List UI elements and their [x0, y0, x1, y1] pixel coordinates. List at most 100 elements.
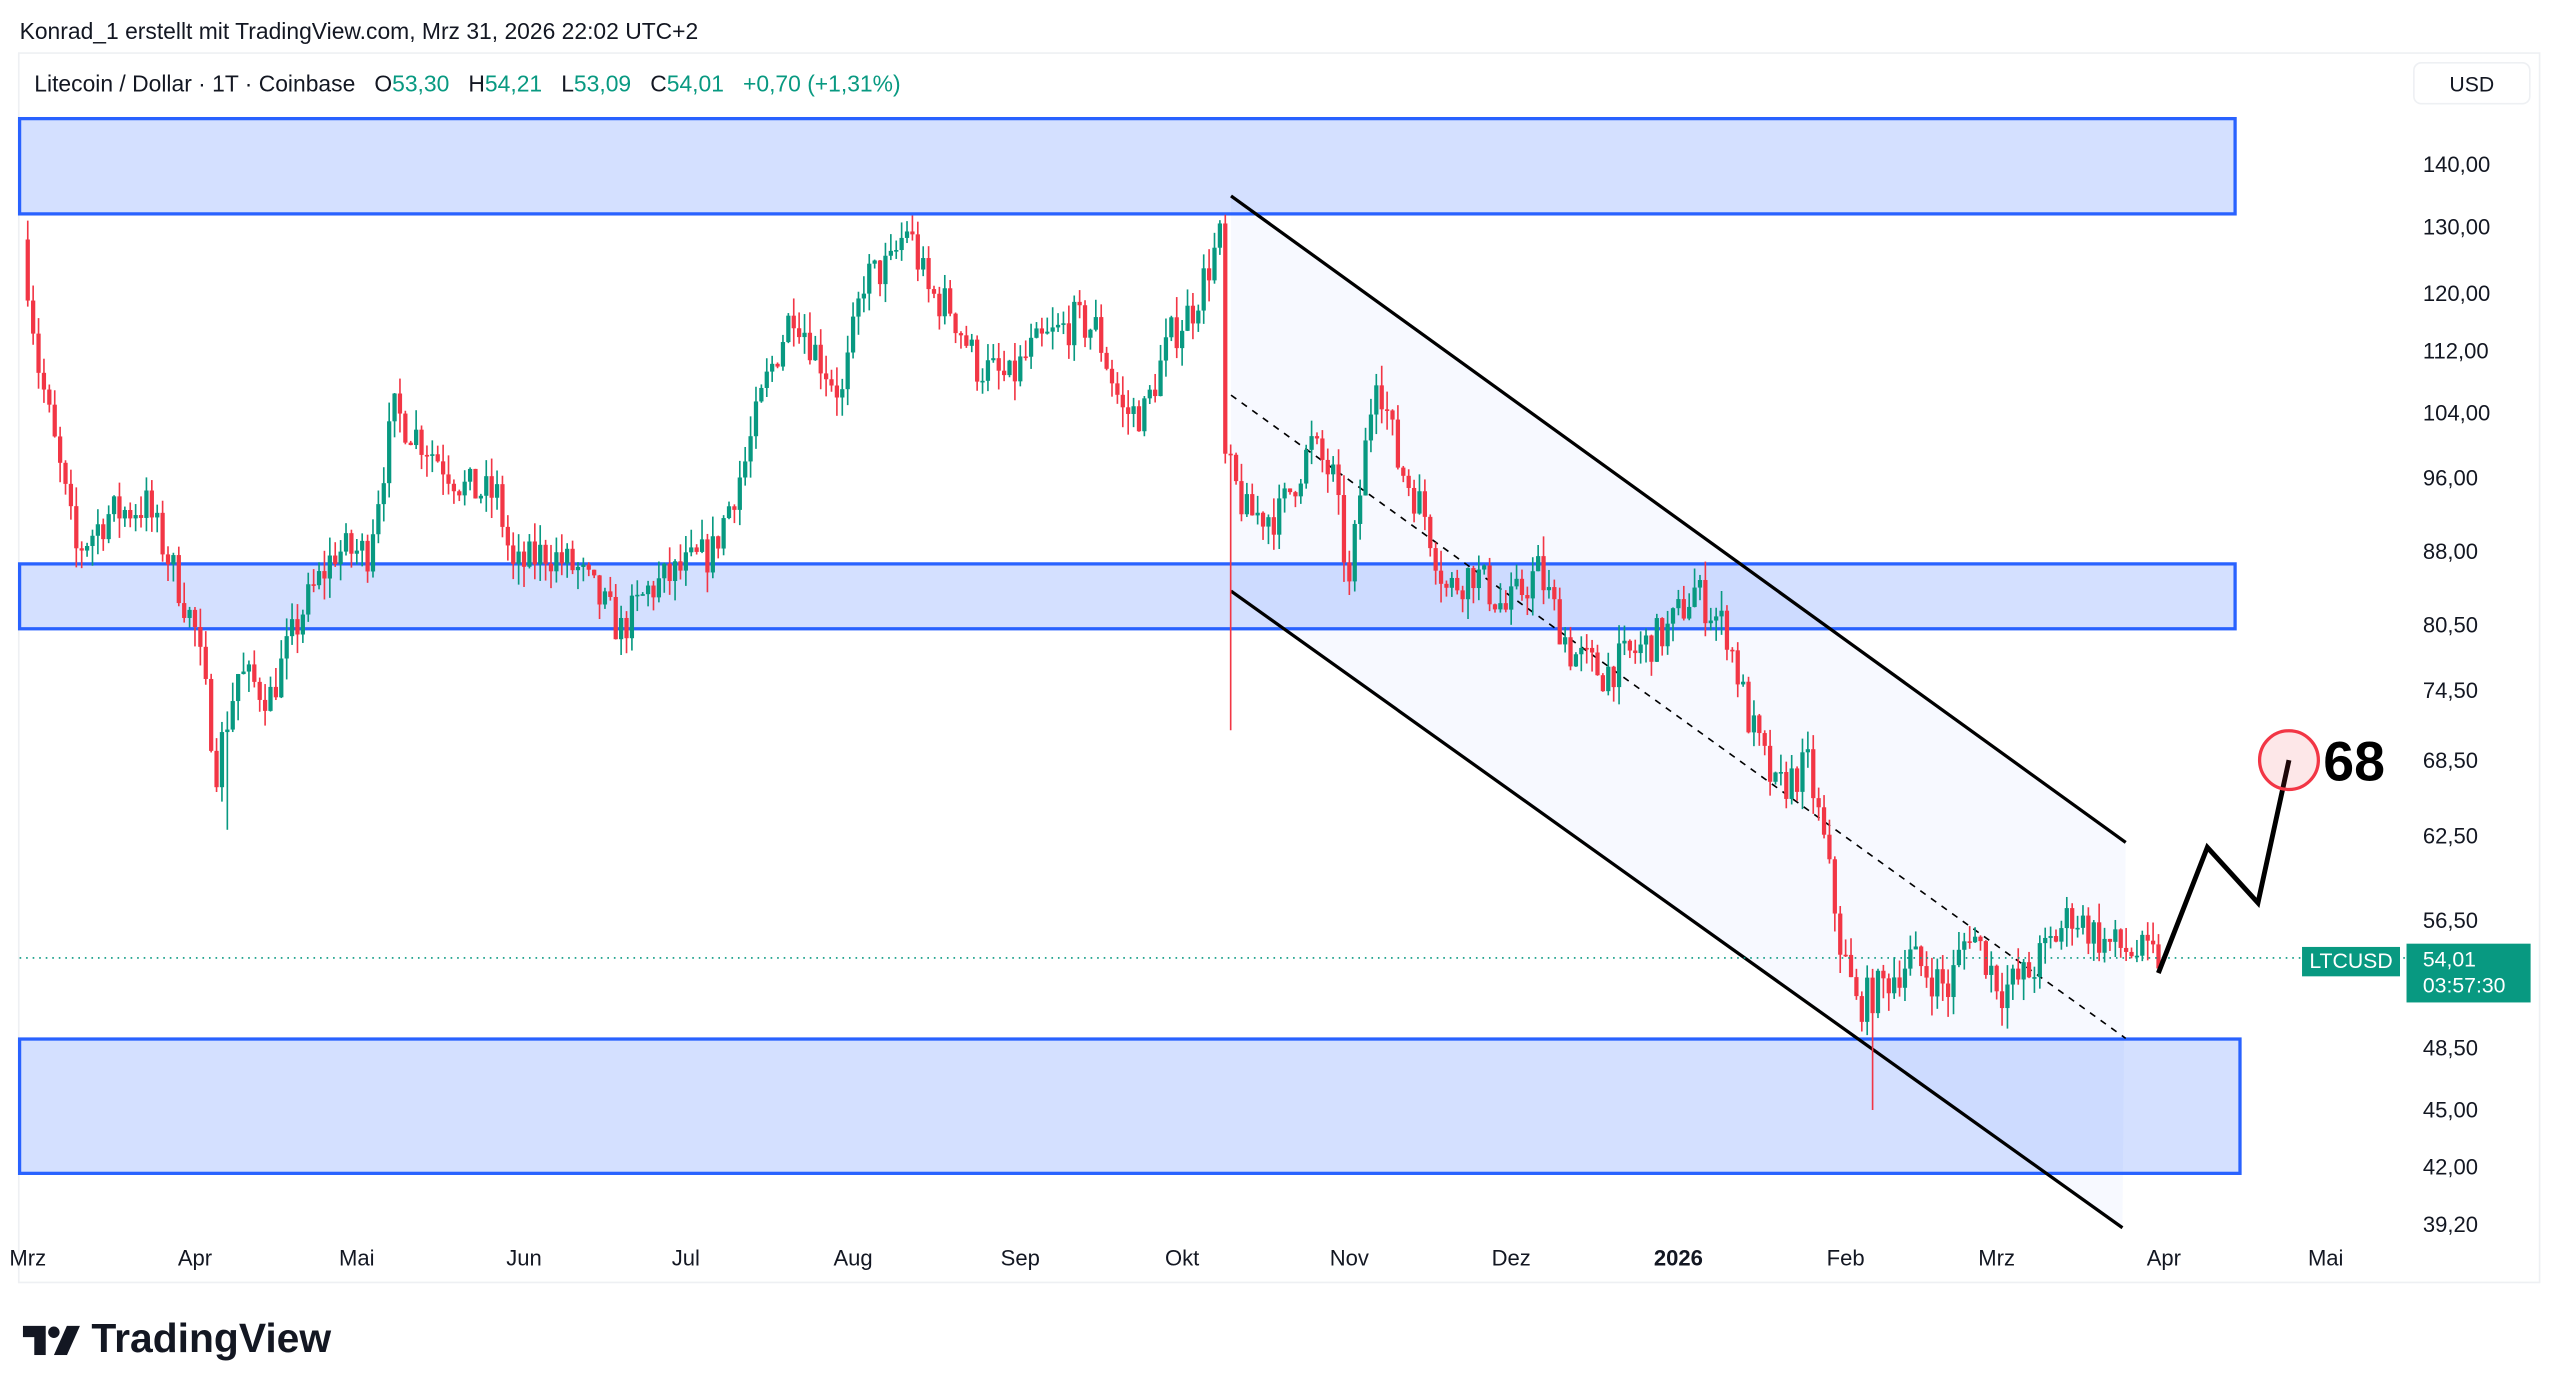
candle-body — [440, 461, 446, 475]
candle-body — [1271, 517, 1276, 535]
candle-body — [683, 552, 688, 571]
candle-body — [1201, 268, 1206, 311]
candle-body — [937, 293, 942, 317]
candle-body — [823, 373, 829, 380]
candle-body — [365, 540, 370, 572]
candle-body — [1908, 949, 1913, 969]
candle-body — [387, 421, 392, 484]
candle-body — [1827, 834, 1832, 860]
time-tick: Mrz — [9, 1245, 47, 1271]
low-value: 53,09 — [573, 70, 632, 97]
candle-body — [651, 585, 656, 598]
candle-body — [1589, 647, 1595, 653]
candle-body — [1746, 681, 1751, 733]
candle-body — [1519, 578, 1525, 596]
time-tick: Sep — [1000, 1245, 1040, 1271]
candle-body — [1945, 983, 1951, 998]
candle-body — [1023, 356, 1028, 359]
candle-body — [2053, 936, 2059, 942]
candle-body — [1676, 599, 1681, 609]
candle-body — [1999, 991, 2005, 1009]
candle-body — [1444, 583, 1449, 588]
open-value: 53,30 — [392, 70, 450, 97]
candle-body — [2016, 968, 2021, 980]
close-label: C — [650, 70, 667, 97]
candle-body — [521, 551, 527, 567]
candle-body — [133, 515, 138, 519]
candle-body — [1395, 419, 1401, 468]
candle-body — [548, 563, 554, 572]
candle-body — [484, 476, 489, 496]
candle-body — [554, 552, 559, 572]
candle-body — [969, 339, 974, 346]
candle-body — [203, 646, 208, 679]
candle-body — [209, 678, 214, 751]
candle-body — [1773, 772, 1778, 782]
candle-body — [2118, 929, 2123, 948]
candle-body — [845, 352, 850, 390]
time-tick: Apr — [177, 1245, 213, 1271]
channel-upper-line — [1230, 194, 2127, 844]
chart-panel[interactable] — [17, 52, 2541, 1284]
tradingview-logo-icon — [22, 1324, 80, 1355]
candle-body — [1050, 327, 1055, 332]
candle-body — [370, 534, 376, 572]
price-tick: 56,50 — [2422, 908, 2479, 933]
candle-body — [1055, 324, 1061, 328]
candle-body — [1821, 807, 1827, 835]
candle-body — [408, 442, 413, 446]
candle-body — [1352, 523, 1357, 582]
symbol-legend: Litecoin / Dollar · 1T · Coinbase O53,30… — [34, 70, 900, 96]
time-tick: 2026 — [1653, 1245, 1703, 1271]
support-resistance-zone — [17, 1037, 2242, 1175]
candle-body — [926, 258, 931, 290]
candle-body — [1217, 223, 1223, 248]
candle-body — [527, 541, 532, 567]
candle-body — [1180, 330, 1185, 349]
candle-body — [1848, 954, 1854, 978]
candle-body — [289, 619, 295, 637]
price-tick: 62,50 — [2422, 824, 2479, 849]
candle-body — [489, 476, 494, 498]
candle-body — [252, 664, 257, 682]
candle-body — [1190, 305, 1196, 324]
candle-body — [894, 250, 899, 252]
candle-body — [1972, 936, 1978, 943]
candle-body — [1212, 247, 1217, 281]
candle-body — [1687, 606, 1692, 619]
channel-mid-line — [1230, 394, 2127, 1040]
candle-body — [2134, 955, 2140, 958]
candle-body — [861, 293, 866, 299]
candle-body — [1897, 977, 1902, 988]
price-tick: 96,00 — [2422, 466, 2479, 492]
candle-body — [1875, 970, 1881, 1014]
candle-body — [316, 571, 322, 586]
candle-body — [1411, 487, 1417, 514]
candle-body — [246, 664, 252, 672]
symbol-price-label: LTCUSD — [2302, 946, 2400, 977]
candle-body — [333, 555, 338, 565]
candle-body — [2129, 951, 2134, 957]
price-tick: 130,00 — [2422, 214, 2491, 239]
candle-body — [354, 550, 359, 554]
candle-body — [1368, 414, 1374, 441]
candle-body — [1433, 548, 1438, 571]
tradingview-logo[interactable]: TradingView — [22, 1316, 331, 1363]
candle-body — [1250, 494, 1255, 516]
candle-body — [1730, 649, 1735, 652]
candle-body — [111, 496, 117, 515]
currency-button[interactable]: USD — [2413, 62, 2531, 105]
candle-body — [241, 671, 246, 675]
candle-body — [494, 484, 500, 498]
candle-body — [1428, 516, 1433, 549]
candle-body — [1072, 301, 1077, 346]
candle-body — [592, 569, 597, 576]
candle-body — [1638, 644, 1643, 654]
candle-body — [672, 561, 678, 582]
candle-body — [1018, 356, 1023, 382]
candle-body — [1962, 941, 1967, 950]
candle-body — [128, 510, 133, 519]
candle-body — [764, 371, 769, 388]
candle-body — [1584, 647, 1589, 650]
